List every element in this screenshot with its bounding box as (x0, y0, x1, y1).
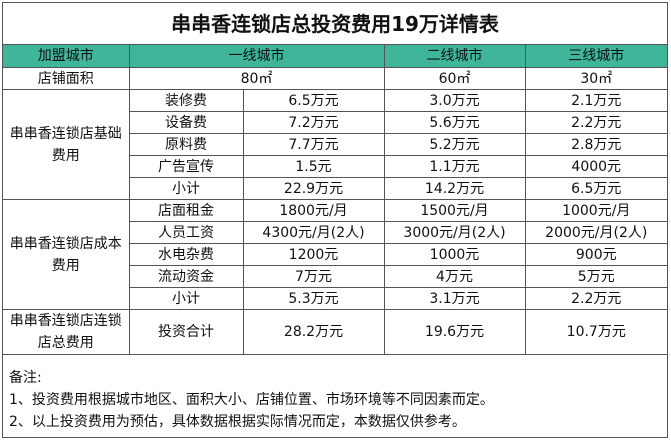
notes-title: 备注: (9, 370, 42, 386)
cell: 6.5万元 (524, 177, 667, 200)
table-row: 串串香连锁店成本费用 店面租金 1800元/月 1500元/月 1000元/月 (3, 199, 667, 310)
header-city: 加盟城市 (3, 45, 130, 68)
cell: 1800元/月 (242, 199, 385, 222)
table-row: 人员工资 4300元/月(2人) 3000元/月(2人) 2000元/月(2人) (3, 221, 667, 244)
investment-table: 加盟城市 一线城市 二线城市 三线城市 店铺面积 80㎡ 60㎡ 30㎡ 串串香… (3, 45, 667, 355)
table-row: 串串香连锁店基础费用 装修费 6.5万元 3.0万元 2.1万元 (3, 89, 667, 200)
cost-group-label: 串串香连锁店成本费用 (3, 199, 130, 310)
row-label: 小计 (129, 177, 244, 200)
row-label: 装修费 (128, 89, 244, 112)
area-row: 店铺面积 80㎡ 60㎡ 30㎡ (3, 67, 667, 90)
basic-group-label: 串串香连锁店基础费用 (3, 89, 130, 200)
cell: 22.9万元 (242, 177, 385, 200)
row-label: 流动资金 (129, 265, 244, 288)
cell: 6.5万元 (242, 89, 385, 112)
table-title: 串串香连锁店总投资费用19万详情表 (3, 3, 667, 45)
cell: 5万元 (524, 265, 667, 288)
cell: 900元 (524, 243, 667, 266)
total-tier1: 28.2万元 (242, 309, 385, 355)
table-row: 原料费 7.7万元 5.2万元 2.8万元 (3, 133, 667, 156)
row-label: 人员工资 (129, 221, 244, 244)
header-tier3: 三线城市 (524, 45, 667, 68)
cell: 5.3万元 (242, 287, 385, 310)
cell: 2.2万元 (524, 287, 667, 310)
row-label: 水电杂费 (129, 243, 244, 266)
total-tier2: 19.6万元 (383, 309, 526, 355)
cell: 3.1万元 (383, 287, 526, 310)
total-group-label: 串串香连锁店连锁店总费用 (3, 309, 130, 355)
cell: 2000元/月(2人) (524, 221, 667, 244)
cell: 7万元 (242, 265, 385, 288)
row-label: 小计 (129, 287, 244, 310)
cell: 7.7万元 (242, 133, 385, 156)
table-row: 广告宣传 1.5元 1.1万元 4000元 (3, 155, 667, 178)
table-row: 流动资金 7万元 4万元 5万元 (3, 265, 667, 288)
cell: 7.2万元 (242, 111, 385, 134)
cell: 14.2万元 (383, 177, 526, 200)
row-label: 设备费 (129, 111, 244, 134)
note-item: 2、以上投资费用为预估，具体数据根据实际情况而定，本数据仅供参考。 (9, 414, 466, 430)
cell: 1200元 (242, 243, 385, 266)
area-tier3: 30㎡ (524, 67, 667, 90)
cell: 4万元 (383, 265, 526, 288)
cell: 4300元/月(2人) (242, 221, 385, 244)
cell: 1500元/月 (383, 199, 526, 222)
total-label: 投资合计 (128, 309, 244, 355)
total-tier3: 10.7万元 (524, 309, 667, 355)
cell: 4000元 (524, 155, 667, 178)
notes-section: 备注: 1、投资费用根据城市地区、面积大小、店铺位置、市场环境等不同因素而定。 … (3, 367, 667, 437)
header-tier2: 二线城市 (383, 45, 526, 68)
cell: 1.1万元 (383, 155, 526, 178)
note-item: 1、投资费用根据城市地区、面积大小、店铺位置、市场环境等不同因素而定。 (9, 392, 494, 408)
cell: 2.1万元 (524, 89, 667, 112)
area-tier2: 60㎡ (383, 67, 526, 90)
header-row: 加盟城市 一线城市 二线城市 三线城市 (3, 45, 667, 68)
table-row: 小计 5.3万元 3.1万元 2.2万元 (3, 287, 667, 310)
cell: 1.5元 (242, 155, 385, 178)
cell: 5.2万元 (383, 133, 526, 156)
header-tier1: 一线城市 (128, 45, 385, 68)
area-label: 店铺面积 (3, 67, 130, 90)
cell: 3000元/月(2人) (383, 221, 526, 244)
row-label: 店面租金 (128, 199, 244, 222)
cell: 1000元 (383, 243, 526, 266)
row-label: 广告宣传 (129, 155, 244, 178)
cell: 5.6万元 (383, 111, 526, 134)
cell: 1000元/月 (524, 199, 667, 222)
cell: 3.0万元 (383, 89, 526, 112)
cell: 2.8万元 (524, 133, 667, 156)
cell: 2.2万元 (524, 111, 667, 134)
table-row: 水电杂费 1200元 1000元 900元 (3, 243, 667, 266)
total-row: 串串香连锁店连锁店总费用 投资合计 28.2万元 19.6万元 10.7万元 (3, 309, 667, 355)
area-tier1: 80㎡ (128, 67, 385, 90)
row-label: 原料费 (129, 133, 244, 156)
